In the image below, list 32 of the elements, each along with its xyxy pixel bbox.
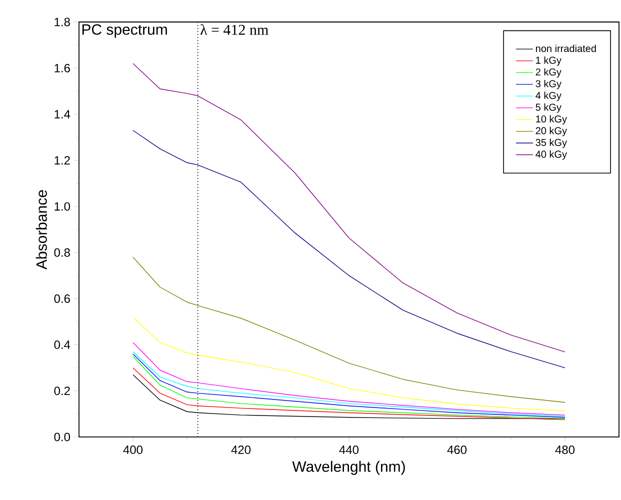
- legend-label: 4 kGy: [536, 92, 562, 101]
- line-series: [132, 256, 566, 403]
- legend-label: 2 kGy: [536, 68, 562, 78]
- y-tick-label: 0.8: [54, 248, 70, 257]
- y-tick-label: 1.2: [54, 156, 70, 165]
- legend-label: 35 kGy: [536, 138, 567, 148]
- legend-label: 5 kGy: [536, 103, 562, 113]
- legend-label: 40 kGy: [536, 150, 567, 160]
- y-tick-label: 0.4: [54, 340, 70, 350]
- chart-title: PC spectrum: [82, 24, 167, 38]
- x-tick-label: 440: [339, 446, 359, 454]
- x-tick-label: 400: [123, 446, 143, 454]
- y-tick-label: 0.2: [54, 386, 70, 396]
- line-series: [132, 316, 566, 412]
- x-tick-label: 480: [555, 446, 575, 454]
- y-axis-title: Absorbance: [36, 190, 47, 270]
- ref-line-label: λ = 412 nm: [200, 24, 268, 35]
- y-tick-label: 1.8: [54, 18, 70, 26]
- line-series: [132, 367, 566, 420]
- y-tick-label: 1.6: [54, 64, 70, 72]
- legend-label: 20 kGy: [536, 126, 567, 136]
- legend-label: 1 kGy: [536, 56, 562, 66]
- legend-label: 3 kGy: [536, 80, 562, 90]
- y-tick-label: 1.0: [54, 202, 70, 211]
- legend-label: 10 kGy: [536, 115, 567, 124]
- y-tick-label: 1.4: [54, 110, 70, 118]
- y-tick-label: 0.0: [54, 432, 70, 442]
- y-tick-label: 0.6: [54, 294, 70, 303]
- x-axis-title: Wavelenght (nm): [292, 460, 405, 475]
- x-tick-label: 420: [231, 446, 251, 454]
- x-tick-label: 460: [447, 446, 467, 454]
- legend-label: non irradiated: [536, 44, 596, 52]
